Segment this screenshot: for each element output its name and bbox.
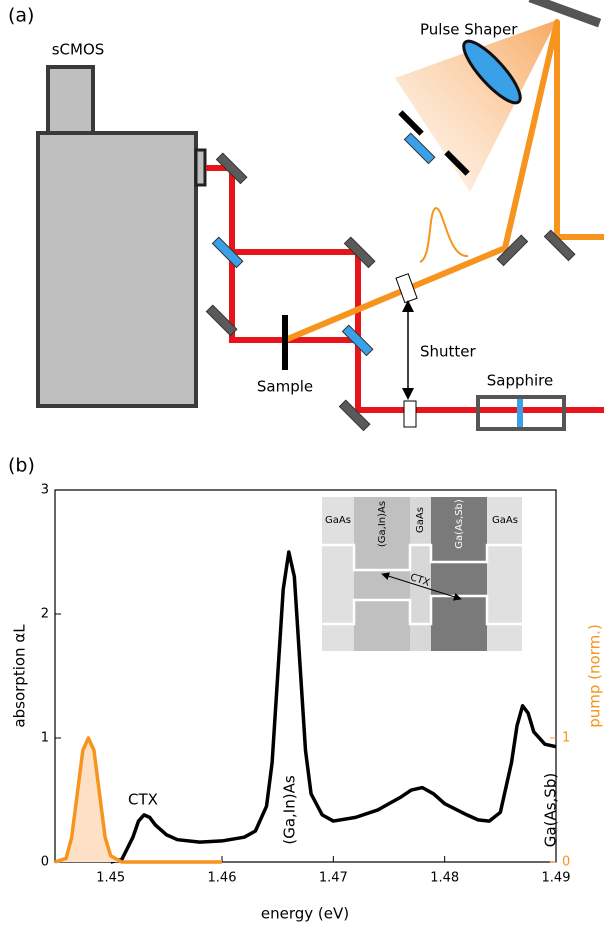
shutter [395,273,418,304]
pump-beam [283,19,604,343]
inset: CTX GaAs (Ga,In)As GaAs Ga(As,Sb) GaAs [322,497,522,651]
light-cone [395,20,557,192]
inset-label: GaAs [325,515,351,526]
annotation: Ga(As,Sb) [542,773,560,847]
setup-diagram: (a) sCMOS Sample Pulse Shaper Shutter Sa… [8,0,604,432]
area [55,738,222,862]
y2-axis-label: pump (norm.) [586,624,604,728]
y-tick-label: 1 [41,731,49,746]
grating [528,0,602,28]
inset-label: Ga(As,Sb) [454,499,465,549]
pulse-shaper-label: Pulse Shaper [420,21,518,39]
y2-tick-label: 0 [562,855,570,870]
panel-label: (b) [8,455,35,477]
x-tick-label: 1.49 [542,871,571,886]
sapphire [476,395,566,431]
camera-head [46,65,95,135]
sample-label: Sample [257,378,313,396]
line [110,550,557,864]
inset-label: GaAs [415,507,426,533]
inset-label: GaAs [492,515,518,526]
camera-label: sCMOS [52,41,105,59]
mirrors [205,132,576,432]
x-tick-label: 1.45 [96,871,125,886]
y-tick-label: 2 [41,607,49,622]
x-axis-label: energy (eV) [261,905,349,923]
plot-frame [54,489,557,863]
annotation: (Ga,In)As [281,775,299,844]
panel-label: (a) [8,5,34,27]
y2-tick-label: 1 [562,731,570,746]
inset-label: (Ga,In)As [377,501,388,547]
shutter [403,400,417,428]
slit [444,150,470,176]
x-tick-label: 1.48 [430,871,459,886]
port [194,148,207,187]
annotation: CTX [128,791,158,809]
shutter-label: Shutter [420,343,477,361]
lens [462,39,522,105]
crystal [517,399,523,427]
y-tick-label: 3 [41,483,49,498]
x-tick-label: 1.47 [319,871,348,886]
sample [282,315,288,370]
slit [398,110,424,136]
sapphire-label: Sapphire [487,372,554,390]
y-axis-label: absorption αL [11,624,29,728]
line [54,736,222,864]
y-tick-label: 0 [41,855,49,870]
pulse-shape [419,206,469,263]
spectrometer [36,131,198,408]
x-tick-label: 1.46 [208,871,237,886]
